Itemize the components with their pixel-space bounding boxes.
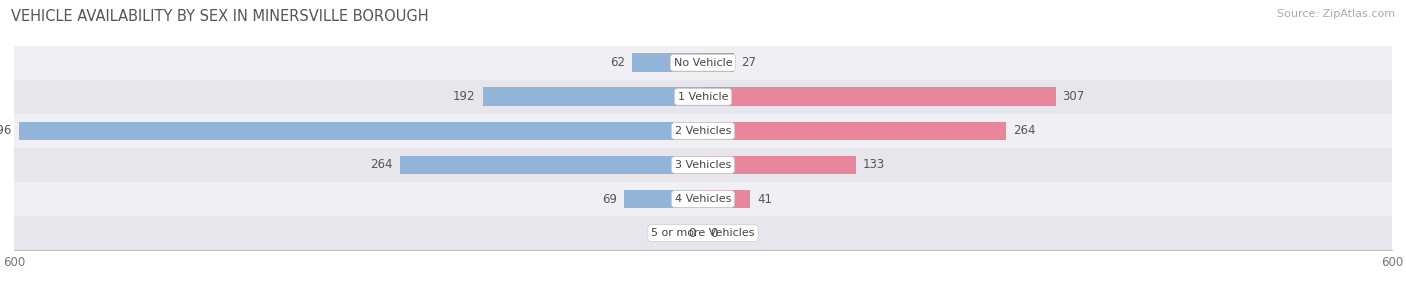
Text: 192: 192 (453, 90, 475, 103)
Text: 62: 62 (610, 56, 624, 69)
Text: 27: 27 (741, 56, 756, 69)
Text: 5 or more Vehicles: 5 or more Vehicles (651, 228, 755, 238)
Bar (18, 121, 703, 140)
Text: VEHICLE AVAILABILITY BY SEX IN MINERSVILLE BOROUGH: VEHICLE AVAILABILITY BY SEX IN MINERSVIL… (11, 9, 429, 24)
Bar (703, 53, 734, 72)
Bar (14, 114, 1392, 148)
Text: 596: 596 (0, 124, 11, 137)
Text: 133: 133 (863, 159, 884, 171)
Bar (14, 148, 1392, 182)
Bar (624, 190, 703, 208)
Bar (14, 216, 1392, 250)
Bar (703, 190, 749, 208)
Text: 41: 41 (756, 192, 772, 206)
Text: Source: ZipAtlas.com: Source: ZipAtlas.com (1277, 9, 1395, 19)
Text: No Vehicle: No Vehicle (673, 58, 733, 68)
Text: 307: 307 (1063, 90, 1084, 103)
Text: 4 Vehicles: 4 Vehicles (675, 194, 731, 204)
Text: 0: 0 (710, 227, 717, 239)
Text: 264: 264 (370, 159, 392, 171)
Bar (14, 80, 1392, 114)
Text: 1 Vehicle: 1 Vehicle (678, 92, 728, 102)
Text: 2 Vehicles: 2 Vehicles (675, 126, 731, 136)
Text: 69: 69 (602, 192, 617, 206)
Bar (703, 121, 1007, 140)
Text: 0: 0 (689, 227, 696, 239)
Bar (482, 88, 703, 106)
Text: 3 Vehicles: 3 Vehicles (675, 160, 731, 170)
Bar (14, 46, 1392, 80)
Bar (703, 156, 856, 174)
Text: 264: 264 (1012, 124, 1036, 137)
Bar (14, 182, 1392, 216)
Bar (631, 53, 703, 72)
Bar (703, 88, 1056, 106)
Bar (399, 156, 703, 174)
